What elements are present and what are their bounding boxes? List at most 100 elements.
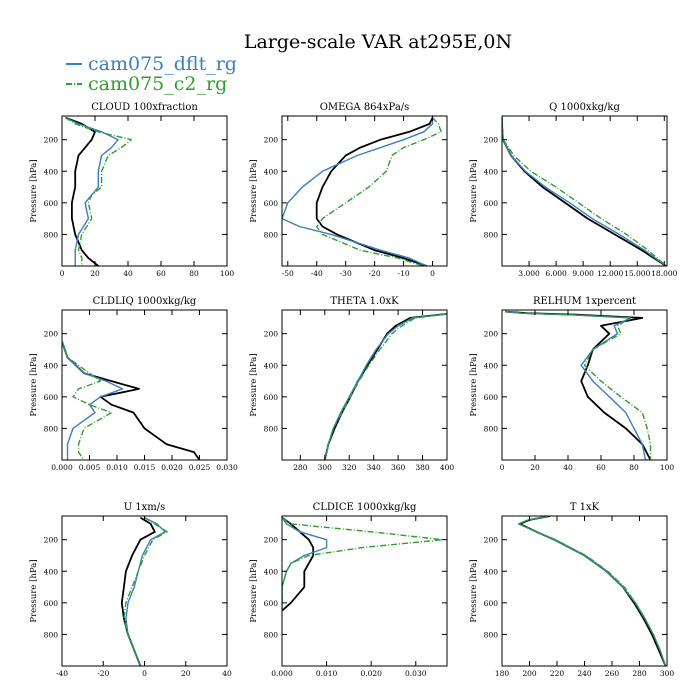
y-tick-label: 200 [44,330,59,339]
y-axis-label: Pressure [hPa] [249,559,259,622]
y-tick-label: 600 [264,599,279,608]
y-tick-label: 200 [484,136,499,145]
x-tick-label: -40 [56,669,68,678]
panel-0: CLOUD 100xfraction Pressure [hPa] 0 20 40 60 8… [29,102,234,278]
y-tick-label: 800 [44,630,59,639]
plot-frame [61,515,228,667]
y-tick-label: 400 [264,567,279,576]
panels: CLOUD 100xfraction Pressure [hPa] 0 20 40 60 8… [29,102,678,678]
panel-title: OMEGA 864xPa/s [320,102,410,113]
y-tick-label: 400 [484,167,499,176]
x-tick-label: 100 [660,463,675,472]
panel-7: CLDICE 1000xkg/kg Pressure [hPa] 0.000 0.01… [249,502,448,678]
y-tick-label: 400 [264,167,279,176]
panel-1: OMEGA 864xPa/s Pressure [hPa] -50 -40 -30 -20… [249,102,448,278]
plot-frame [281,515,448,667]
panel-5: RELHUM 1xpercent Pressure [hPa] 0 20 40 60 80 1… [469,296,674,472]
series-line-c2 [64,117,133,266]
x-tick-label: 0.020 [161,463,183,472]
plot-frame [281,309,448,461]
x-tick-label: 0 [60,269,65,278]
y-tick-label: 200 [484,536,499,545]
y-tick-label: 600 [44,393,59,402]
x-tick-label: 20 [181,669,191,678]
series-line-c2 [502,117,667,266]
x-tick-label: 0.020 [360,669,382,678]
series-line-black [502,117,667,266]
x-tick-label: -30 [340,269,352,278]
legend: cam075_dflt_rg cam075_c2_rg [66,53,237,95]
x-tick-label: 20 [530,463,540,472]
y-tick-label: 600 [264,393,279,402]
y-tick-label: 400 [44,567,59,576]
legend-label-dflt: cam075_dflt_rg [88,53,237,75]
series-line-dflt [324,313,447,460]
y-tick-label: 200 [44,136,59,145]
x-tick-label: 0.010 [106,463,128,472]
x-tick-label: 0.015 [134,463,156,472]
panel-8: T 1xK Pressure [hPa] 180 200 220 240 260 280 300… [469,502,674,678]
panel-3: CLDLIQ 1000xkg/kg Pressure [hPa] 0.000 0.00… [29,296,238,472]
series-line-c2 [517,516,667,666]
x-tick-label: 80 [629,463,639,472]
x-tick-label: 0.030 [216,463,238,472]
series-line-black [64,116,99,266]
y-tick-label: 600 [44,599,59,608]
y-axis-label: Pressure [hPa] [29,559,39,622]
x-tick-label: 40 [222,669,232,678]
y-tick-label: 200 [44,536,59,545]
x-tick-label: 100 [220,269,235,278]
series-line-c2 [282,517,444,611]
x-tick-label: 320 [342,463,357,472]
x-tick-label: 0.010 [316,669,338,678]
plot-frame [61,115,228,267]
x-tick-label: 18.000 [651,269,677,278]
series-line-c2 [324,313,447,460]
y-tick-label: 800 [484,630,499,639]
y-axis-label: Pressure [hPa] [249,159,259,222]
x-tick-label: 300 [660,669,675,678]
x-tick-label: 200 [522,669,537,678]
plot-frame [281,115,448,267]
y-tick-label: 200 [264,330,279,339]
panel-title: Q 1000xkg/kg [549,102,620,113]
series-line-dflt [505,310,647,460]
x-tick-label: 280 [293,463,308,472]
y-tick-label: 800 [484,230,499,239]
x-tick-label: 3.000 [518,269,540,278]
panel-6: U 1xm/s Pressure [hPa] -40 -20 0 20 40 200 400 60… [29,502,232,678]
y-axis-label: Pressure [hPa] [469,159,479,222]
x-tick-label: 0 [500,463,505,472]
y-tick-label: 400 [484,361,499,370]
x-tick-label: 360 [391,463,406,472]
series-line-c2 [62,341,113,460]
plot-frame [501,115,668,267]
x-tick-label: 0.000 [271,669,293,678]
x-tick-label: -20 [97,669,109,678]
y-axis-label: Pressure [hPa] [469,353,479,416]
x-tick-label: -50 [282,269,294,278]
y-tick-label: 800 [44,230,59,239]
panel-title: RELHUM 1xpercent [533,296,636,307]
series-line-dflt [502,117,667,266]
x-tick-label: 60 [156,269,166,278]
series-line-black [315,117,434,266]
x-tick-label: -10 [398,269,410,278]
y-tick-label: 400 [484,567,499,576]
y-axis-label: Pressure [hPa] [469,559,479,622]
y-tick-label: 800 [264,630,279,639]
panel-2: Q 1000xkg/kg Pressure [hPa] 3.000 6.000 9.00… [469,102,678,278]
y-tick-label: 800 [264,424,279,433]
y-tick-label: 600 [484,199,499,208]
plot-frame [61,309,228,461]
y-axis-label: Pressure [hPa] [29,159,39,222]
y-tick-label: 800 [484,424,499,433]
y-tick-label: 600 [484,393,499,402]
y-tick-label: 600 [44,199,59,208]
x-tick-label: 80 [189,269,199,278]
panel-title: T 1xK [570,502,600,513]
panel-title: U 1xm/s [124,502,166,513]
series-line-c2 [505,310,652,460]
x-tick-label: 280 [632,669,647,678]
x-tick-label: 12.000 [597,269,623,278]
